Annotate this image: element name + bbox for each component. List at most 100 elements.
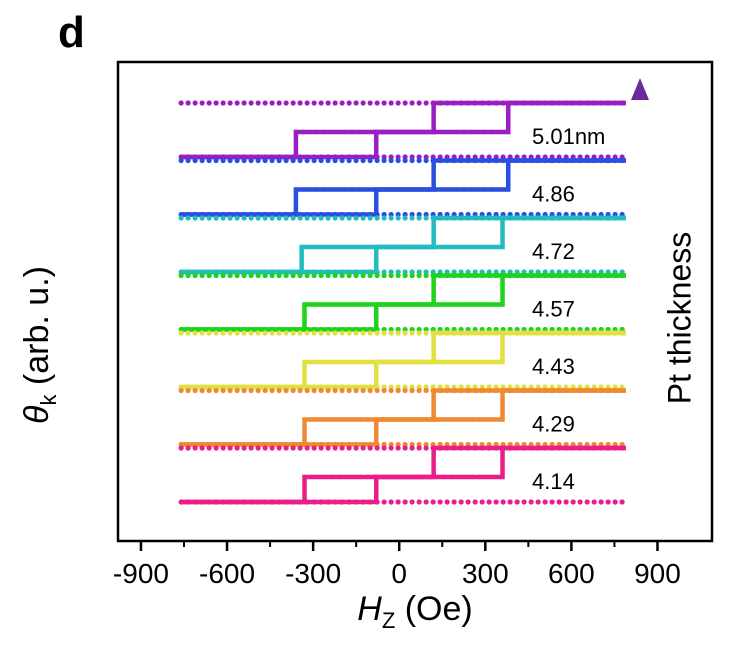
data-point [549, 215, 555, 221]
data-point [199, 499, 205, 505]
data-point [577, 445, 583, 451]
data-point [367, 445, 373, 451]
data-point [449, 302, 454, 307]
data-point [619, 100, 625, 106]
data-point [470, 359, 475, 365]
data-point [381, 387, 387, 394]
data-point [598, 272, 604, 279]
data-point [307, 187, 313, 192]
data-point [612, 330, 618, 336]
data-point [309, 417, 314, 422]
data-point [391, 129, 397, 135]
data-point [358, 417, 363, 422]
data-point [479, 215, 485, 221]
data-point [318, 100, 324, 106]
data-point [290, 100, 296, 106]
data-point [299, 244, 304, 250]
data-point [493, 215, 499, 221]
data-point [556, 157, 562, 164]
data-point [360, 445, 366, 451]
data-point [437, 499, 443, 505]
data-point [269, 157, 275, 164]
data-point [395, 272, 401, 279]
data-point [528, 499, 534, 505]
data-point [584, 215, 590, 221]
data-point [276, 272, 282, 279]
data-point [423, 100, 429, 106]
data-point [365, 474, 370, 480]
data-point [325, 330, 331, 336]
data-point [302, 417, 307, 422]
data-point [353, 445, 359, 451]
data-point [454, 129, 460, 135]
data-point [414, 474, 419, 480]
data-point [458, 387, 464, 394]
data-point [262, 330, 268, 336]
data-point [591, 499, 597, 505]
data-point [428, 474, 433, 480]
data-point [290, 215, 296, 221]
data-point [332, 100, 338, 106]
data-point [419, 187, 425, 192]
data-point [318, 157, 324, 164]
data-point [206, 330, 212, 336]
data-point [381, 499, 387, 505]
data-point [486, 272, 492, 279]
data-point [206, 499, 212, 505]
data-point [297, 100, 303, 106]
data-point [605, 445, 611, 451]
data-point [556, 499, 562, 505]
data-point [372, 417, 377, 422]
data-point [481, 244, 486, 250]
data-point [339, 387, 345, 394]
data-point [430, 499, 436, 505]
data-point [570, 272, 576, 279]
data-point [241, 499, 247, 505]
data-point [346, 100, 352, 106]
data-point [472, 100, 478, 106]
data-point [465, 387, 471, 394]
data-point [390, 244, 395, 250]
data-point [337, 302, 342, 307]
data-point [488, 244, 493, 250]
data-point [262, 387, 268, 394]
data-point [435, 302, 440, 307]
data-point [507, 157, 513, 164]
data-point [416, 272, 422, 279]
data-point [341, 244, 346, 250]
data-point [402, 100, 408, 106]
data-point [220, 445, 226, 451]
data-point [262, 272, 268, 279]
data-point [241, 445, 247, 451]
x-tick-label: 300 [462, 558, 509, 589]
data-point [535, 215, 541, 221]
data-point [542, 499, 548, 505]
data-point [472, 330, 478, 336]
data-point [500, 445, 506, 451]
data-point [549, 100, 555, 106]
data-point [535, 272, 541, 279]
data-point [493, 272, 499, 279]
data-point [521, 215, 527, 221]
data-point [475, 129, 481, 135]
data-point [349, 129, 355, 135]
data-point [470, 474, 475, 480]
data-point [388, 330, 394, 336]
data-point [398, 129, 404, 135]
data-point [234, 445, 240, 451]
data-point [335, 129, 341, 135]
data-point [414, 417, 419, 422]
data-point [185, 387, 191, 394]
data-point [514, 215, 520, 221]
data-point [386, 302, 391, 307]
data-point [442, 302, 447, 307]
data-point [344, 417, 349, 422]
data-point [407, 474, 412, 480]
data-point [302, 474, 307, 480]
data-point [409, 100, 415, 106]
data-point [444, 100, 450, 106]
data-point [430, 157, 436, 164]
data-point [346, 330, 352, 336]
data-point [451, 100, 457, 106]
data-point [351, 359, 356, 365]
